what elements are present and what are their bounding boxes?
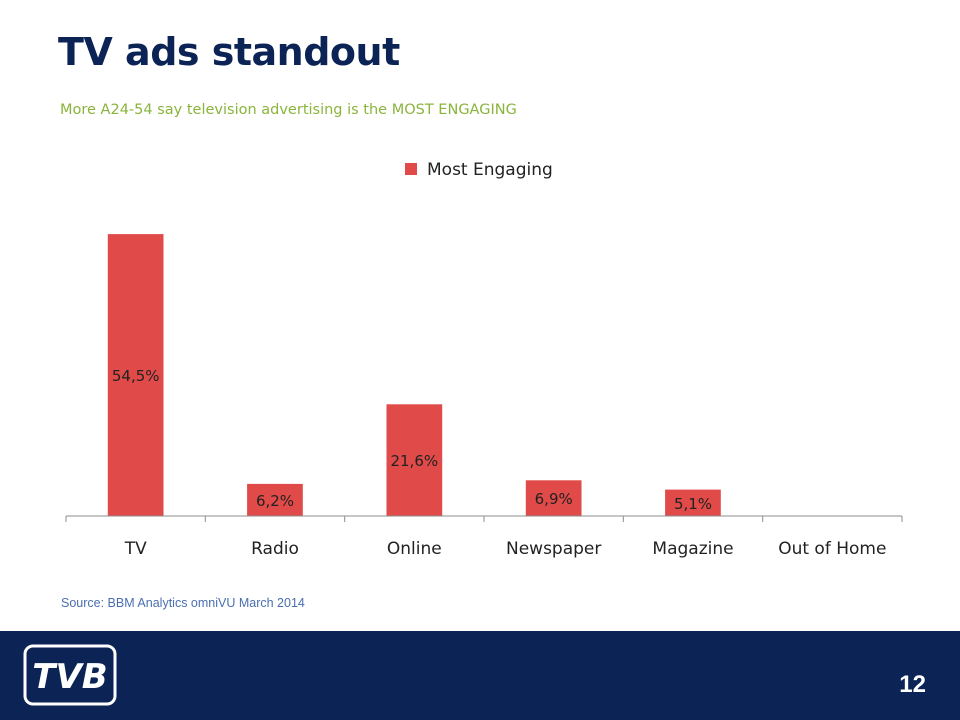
svg-text:TVB: TVB <box>32 657 107 697</box>
chart-bars: 54,5% 6,2% 21,6% 6,9% 5,1% <box>107 234 721 516</box>
footer-bar: TVB 12 <box>0 631 960 720</box>
x-tick-label: TV <box>124 539 147 559</box>
legend-swatch <box>405 163 417 175</box>
bar-chart: Most Engaging 54,5% 6,2% 21,6% 6,9% 5,1% TV R… <box>65 160 903 559</box>
data-label: 5,1% <box>674 495 712 513</box>
source-note: Source: BBM Analytics omniVU March 2014 <box>61 596 305 610</box>
x-tick-label: Radio <box>251 539 299 559</box>
data-label: 6,2% <box>256 492 294 510</box>
x-axis: TV Radio Online Newspaper Magazine Out of Hom… <box>65 515 903 559</box>
slide-subtitle: More A24-54 say television advertising i… <box>60 102 517 118</box>
bar-tv <box>107 234 164 516</box>
x-tick-label: Online <box>387 539 442 559</box>
data-label: 6,9% <box>535 490 573 508</box>
x-tick-label: Magazine <box>652 539 733 559</box>
data-label: 54,5% <box>112 367 160 385</box>
bar-online <box>386 404 443 516</box>
x-tick-label: Out of Home <box>778 539 886 559</box>
slide-title: TV ads standout <box>58 30 400 74</box>
page-number: 12 <box>899 671 926 698</box>
data-label: 21,6% <box>390 452 438 470</box>
chart-legend: Most Engaging <box>405 160 553 180</box>
tvb-logo: TVB <box>23 644 117 706</box>
bar-radio <box>247 483 303 516</box>
x-tick-label: Newspaper <box>506 539 601 559</box>
legend-label: Most Engaging <box>427 160 553 180</box>
bar-newspaper <box>525 480 582 516</box>
bar-magazine <box>665 489 721 516</box>
